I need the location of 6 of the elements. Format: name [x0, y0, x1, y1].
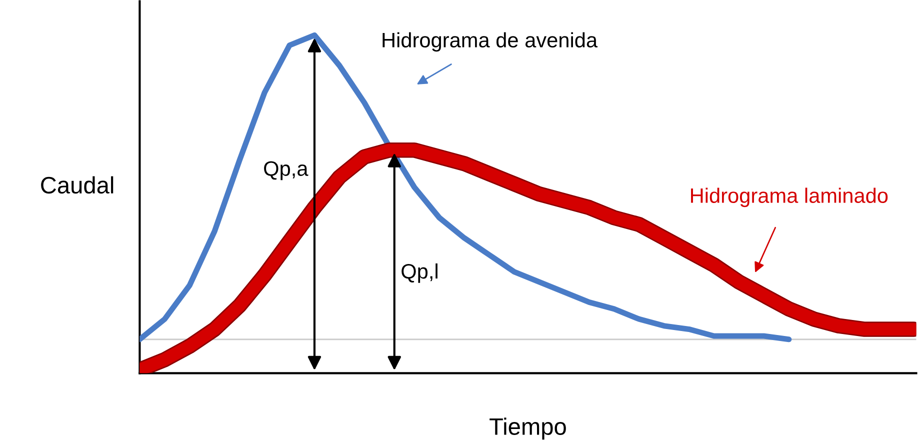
text: Hidrograma de avenida: [382, 32, 598, 52]
series-label: Hidrograma laminado: [691, 188, 888, 208]
y-axis-title: Caudal: [41, 176, 114, 194]
annotation: Qp,a: [264, 161, 308, 180]
x-axis-title: Tiempo: [490, 418, 566, 440]
annotation: Qp,l: [402, 263, 438, 283]
